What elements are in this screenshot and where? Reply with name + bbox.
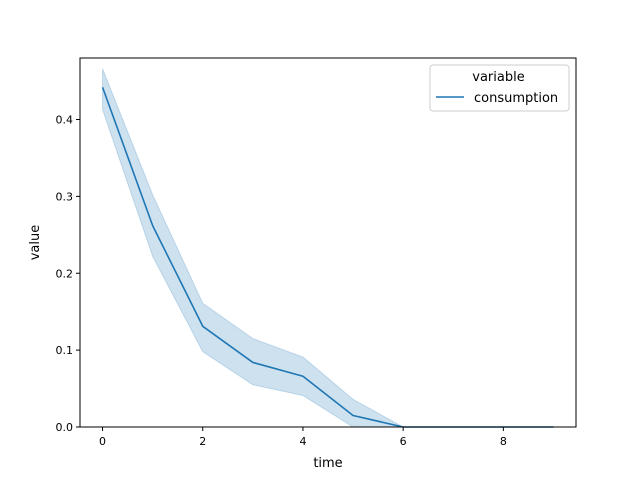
data-point <box>152 225 154 227</box>
legend: variable consumption <box>429 64 570 112</box>
y-tick-label: 0.1 <box>56 344 74 357</box>
data-point <box>102 86 104 88</box>
legend-title: variable <box>472 70 524 85</box>
data-point <box>202 325 204 327</box>
x-axis: 0 2 4 6 8 <box>99 427 507 448</box>
y-tick-label: 0.2 <box>56 267 74 280</box>
y-axis: 0.0 0.1 0.2 0.3 0.4 <box>56 114 80 434</box>
data-point <box>252 361 254 363</box>
legend-box <box>429 64 570 112</box>
axes-frame <box>79 57 577 428</box>
y-axis-label: value <box>28 225 43 261</box>
x-tick-label: 8 <box>500 435 507 448</box>
y-tick-label: 0.3 <box>56 190 74 203</box>
x-tick-label: 4 <box>299 435 306 448</box>
y-tick-label: 0.4 <box>56 114 74 127</box>
y-tick-label: 0.0 <box>56 421 74 434</box>
data-point <box>352 414 354 416</box>
data-point <box>302 375 304 377</box>
x-tick-label: 2 <box>199 435 206 448</box>
x-tick-label: 0 <box>99 435 106 448</box>
x-tick-label: 6 <box>400 435 407 448</box>
x-axis-label: time <box>313 456 342 471</box>
legend-label-consumption: consumption <box>474 91 558 106</box>
